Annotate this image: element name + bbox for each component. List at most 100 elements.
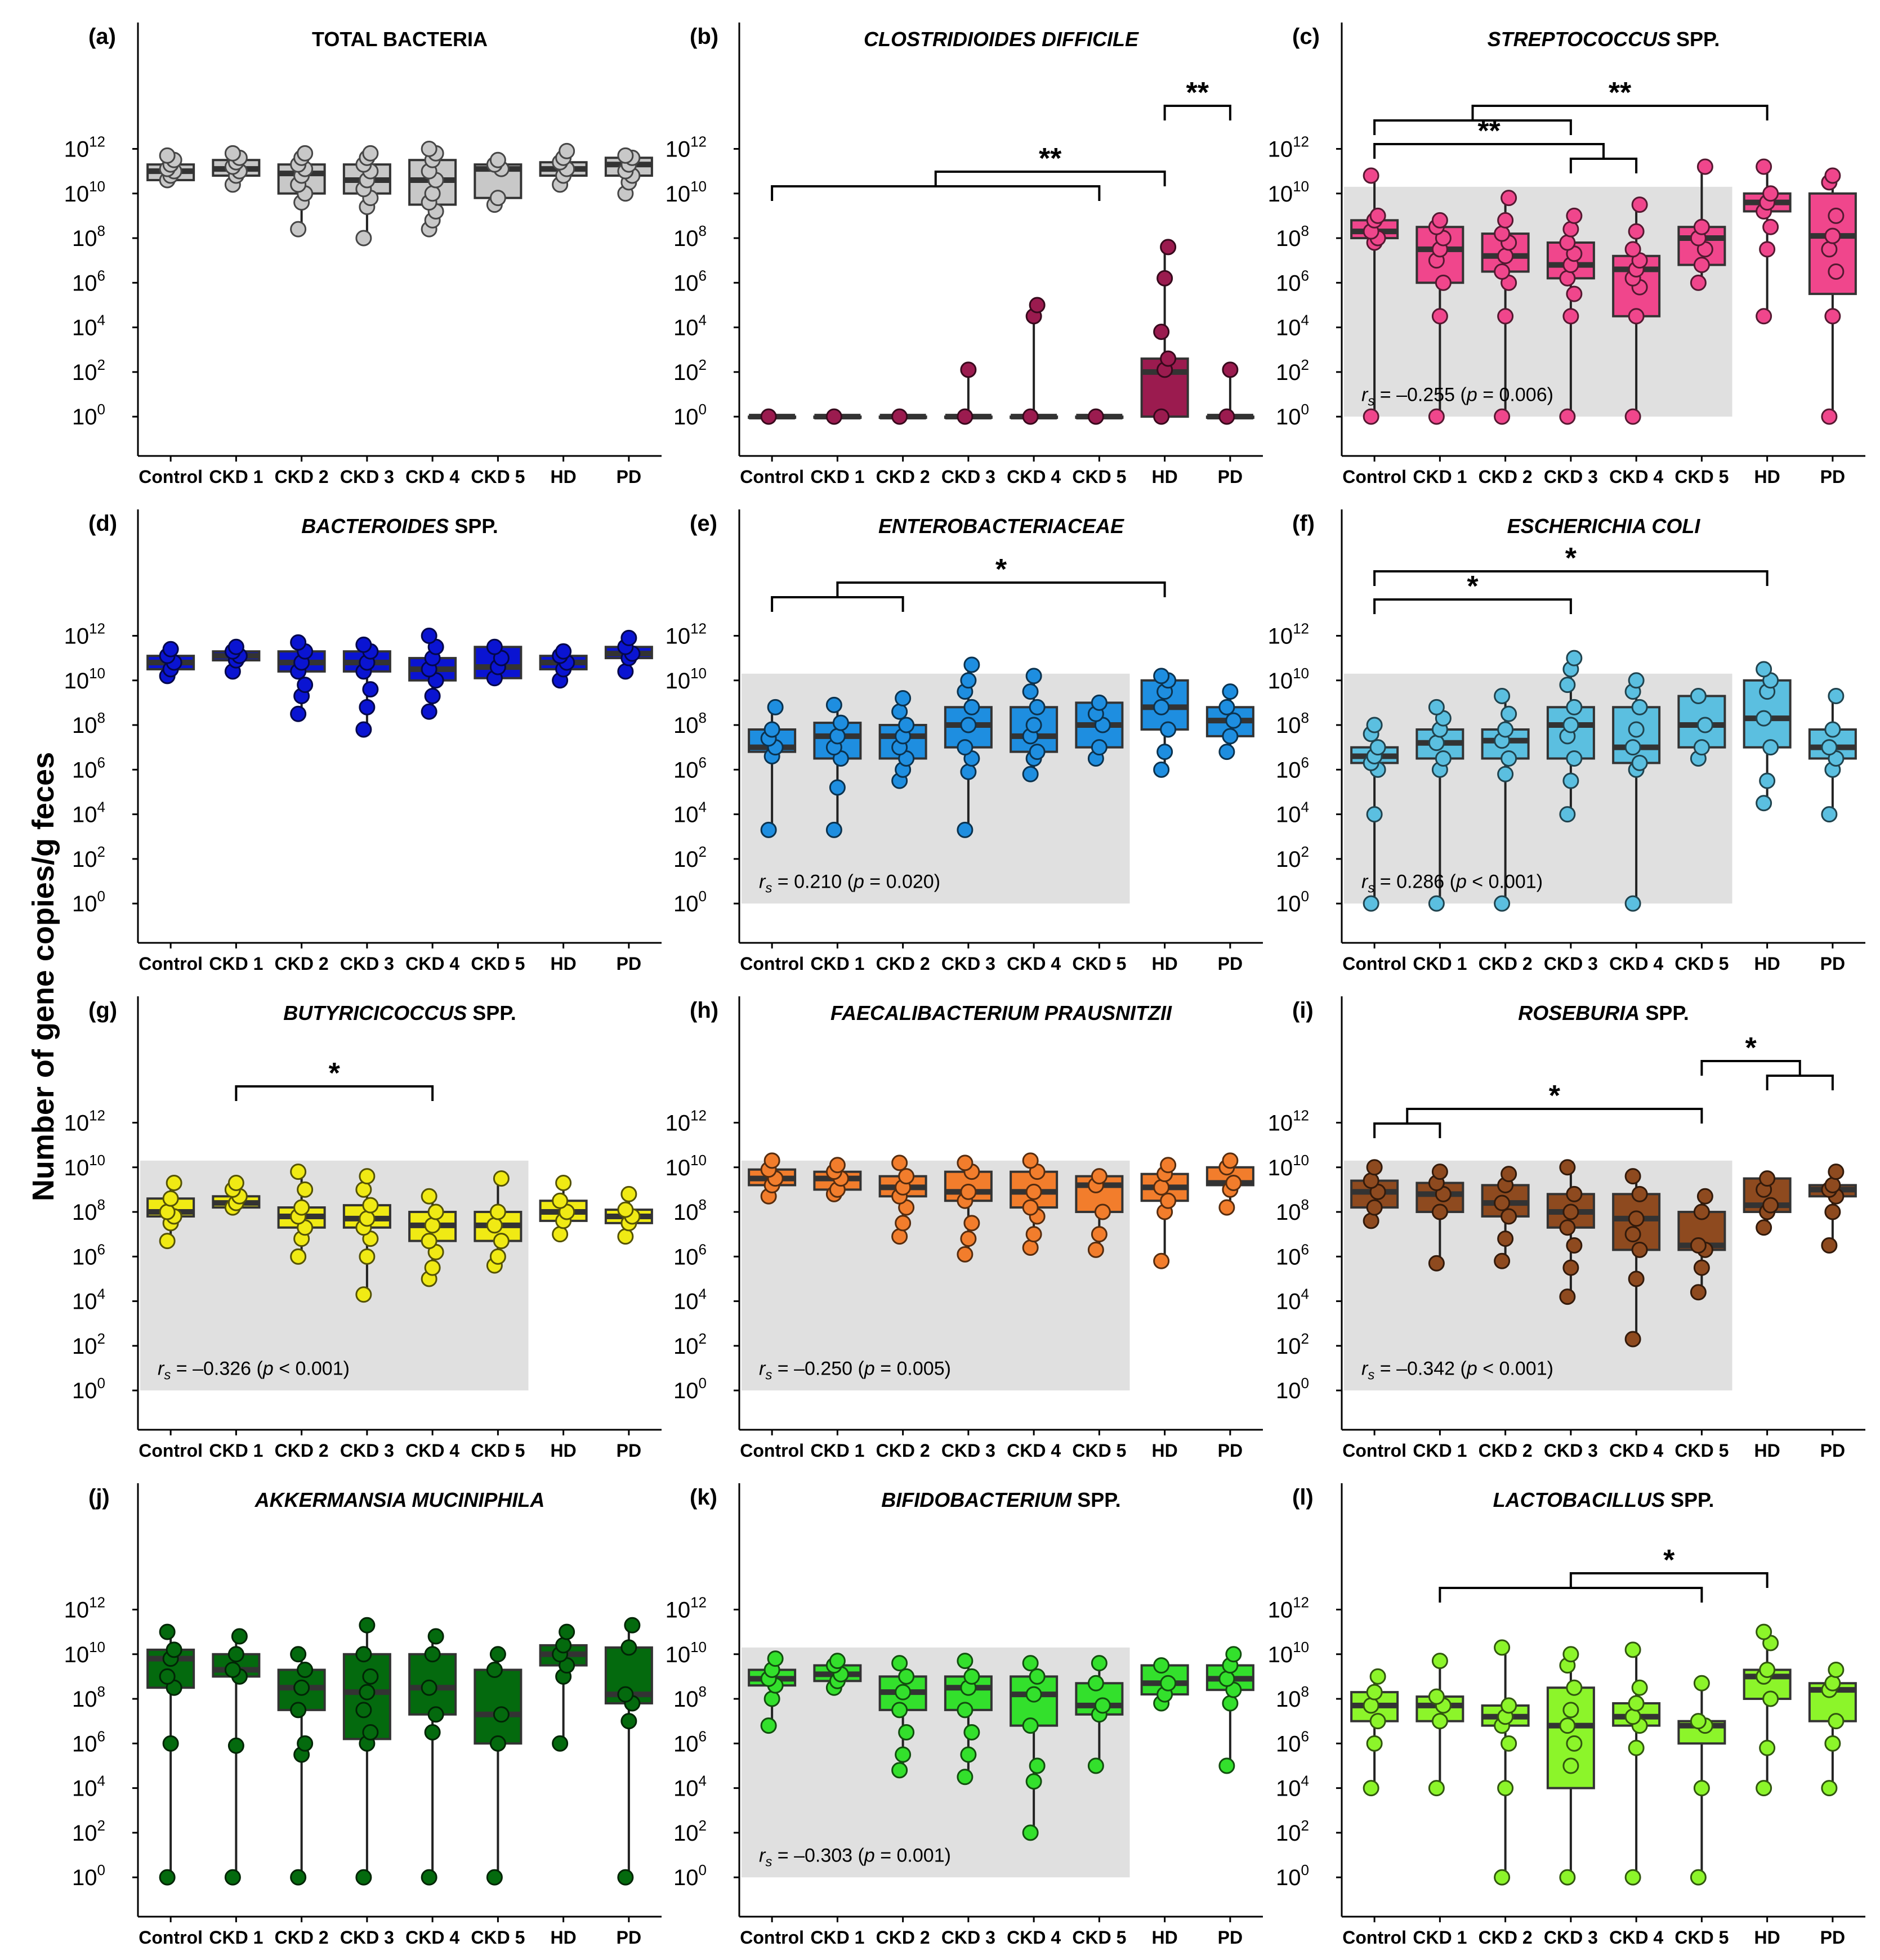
- box-7: [1808, 688, 1857, 823]
- y-tick-label: 102: [72, 1330, 105, 1359]
- x-tick-label: CKD 2: [275, 467, 329, 487]
- y-tick-label: 104: [673, 1773, 707, 1801]
- y-tick-exponent: 8: [699, 709, 707, 726]
- x-tick-label: CKD 3: [1544, 467, 1598, 487]
- box-7: [1205, 1152, 1254, 1216]
- data-point: [421, 1869, 437, 1886]
- data-point: [1628, 1739, 1645, 1756]
- data-point: [1696, 717, 1713, 733]
- x-tick-label: Control: [139, 1927, 203, 1948]
- x-tick-label: PD: [1820, 1927, 1845, 1948]
- x-tick-label: CKD 4: [405, 467, 459, 487]
- y-tick-exponent: 0: [1301, 1861, 1309, 1878]
- y-tick-label: 104: [673, 312, 707, 341]
- y-tick-label: 1010: [666, 1152, 707, 1180]
- y-tick-label: 104: [1276, 1773, 1309, 1801]
- y-tick-exponent: 4: [1301, 312, 1309, 329]
- bracket-line: [1471, 105, 1769, 120]
- rs-subscript: s: [1368, 880, 1374, 896]
- y-tick-exponent: 12: [1293, 620, 1309, 637]
- data-point: [624, 1617, 641, 1634]
- y-tick-label: 108: [673, 222, 707, 251]
- x-tick-label: CKD 4: [1007, 954, 1061, 974]
- rs-symbol: r: [1361, 1358, 1369, 1379]
- data-point: [1025, 1226, 1042, 1243]
- panel-title: STREPTOCOCCUS SPP.: [1488, 28, 1720, 51]
- y-tick-label: 1010: [64, 178, 105, 207]
- data-point: [1624, 408, 1641, 425]
- box-3: [944, 361, 993, 425]
- panel-title-taxon: FAECALIBACTERIUM PRAUSNITZII: [830, 1001, 1172, 1024]
- x-tick-label: PD: [1218, 467, 1243, 487]
- rs-symbol: r: [1361, 384, 1369, 405]
- data-point: [1559, 1219, 1576, 1236]
- x-tick-label: Control: [1342, 1927, 1406, 1948]
- data-point: [1631, 754, 1648, 771]
- y-tick-label: 1010: [666, 665, 707, 693]
- x-tick-label: PD: [617, 467, 641, 487]
- panel-f: (f) ESCHERICHIA COLI100102104106108101010…: [1268, 509, 1865, 974]
- rs-symbol: r: [158, 1358, 165, 1379]
- data-point: [1501, 190, 1517, 207]
- data-point: [424, 688, 441, 704]
- rs-subscript: s: [1368, 1367, 1374, 1382]
- data-point: [1160, 721, 1177, 738]
- data-point: [1022, 1655, 1039, 1672]
- box-1: [212, 145, 261, 193]
- panel-label: (l): [1292, 1485, 1314, 1510]
- y-tick-exponent: 4: [1301, 799, 1309, 816]
- data-point: [1428, 1780, 1445, 1797]
- y-tick-exponent: 8: [97, 1683, 105, 1700]
- x-tick-label: CKD 4: [1609, 1440, 1663, 1461]
- panel-label: (h): [690, 998, 718, 1023]
- y-tick-exponent: 0: [1301, 888, 1309, 905]
- data-point: [760, 1717, 777, 1734]
- data-point: [1631, 1241, 1648, 1258]
- panel-title-taxon: BACTEROIDES: [301, 514, 449, 538]
- y-tick-exponent: 6: [97, 754, 105, 771]
- data-point: [1624, 1168, 1641, 1185]
- box-5: [1677, 688, 1726, 767]
- data-point: [421, 140, 437, 157]
- data-point: [1762, 739, 1779, 756]
- data-point: [763, 1152, 780, 1169]
- data-point: [1366, 1684, 1383, 1701]
- data-point: [1025, 1183, 1042, 1200]
- box-4: [1612, 1641, 1661, 1886]
- bracket-line: [1439, 1587, 1703, 1603]
- bracket-line: [1406, 1108, 1703, 1124]
- y-tick-label: 102: [1276, 1817, 1309, 1846]
- y-tick-label: 106: [1276, 1241, 1309, 1269]
- data-point: [1821, 739, 1838, 756]
- box-6: [539, 643, 588, 689]
- p-symbol: p: [864, 1358, 875, 1379]
- panel-title: FAECALIBACTERIUM PRAUSNITZII: [830, 1001, 1172, 1024]
- rs-value: = –0.250 (: [772, 1358, 864, 1379]
- y-tick-exponent: 0: [699, 1861, 707, 1878]
- data-point: [362, 1197, 379, 1214]
- correlation-label: rs = –0.326 (p < 0.001): [158, 1358, 350, 1382]
- data-point: [1494, 1869, 1511, 1886]
- x-tick-label: CKD 3: [1544, 1927, 1598, 1948]
- y-tick-label: 1010: [64, 665, 105, 693]
- correlation-shaded-region: [1344, 186, 1732, 417]
- data-point: [620, 1713, 637, 1730]
- box-6: [1140, 239, 1189, 425]
- data-point: [1824, 1675, 1841, 1691]
- box-2: [1481, 190, 1530, 425]
- data-point: [1369, 207, 1386, 224]
- p-value: < 0.001): [1467, 871, 1543, 892]
- box-5: [1075, 1168, 1124, 1258]
- data-point: [1087, 1241, 1104, 1258]
- data-point: [359, 1210, 376, 1227]
- y-tick-exponent: 4: [97, 799, 105, 816]
- data-point: [1693, 218, 1710, 235]
- significance-bracket: **: [1373, 77, 1769, 135]
- panel-label: (d): [88, 511, 117, 536]
- data-point: [1218, 699, 1235, 715]
- data-point: [355, 1646, 372, 1663]
- panel-label: (j): [88, 1485, 110, 1510]
- y-tick-label: 102: [72, 843, 105, 872]
- data-point: [290, 1248, 307, 1265]
- data-point: [1501, 1208, 1517, 1225]
